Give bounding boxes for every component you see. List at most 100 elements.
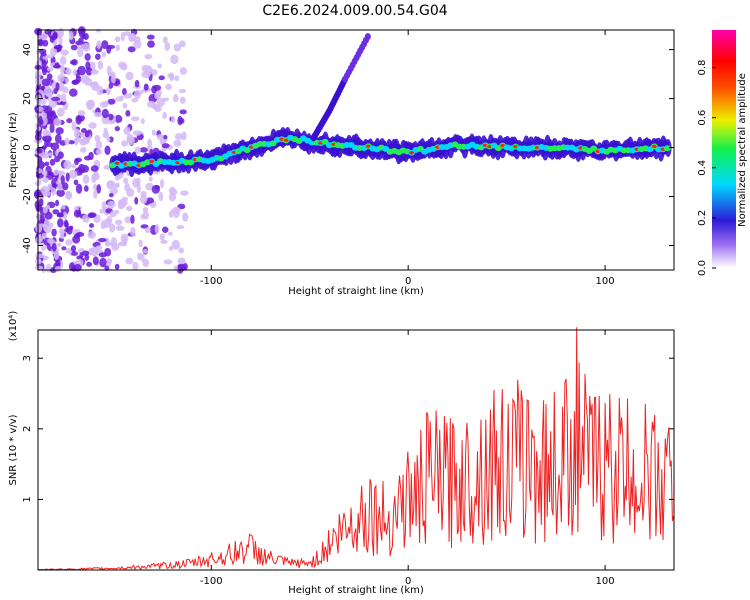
noise-blob: [126, 188, 135, 197]
noise-blob: [84, 53, 91, 61]
noise-blob: [173, 139, 182, 147]
noise-blob: [69, 60, 76, 65]
noise-blob: [79, 252, 84, 258]
noise-blob: [182, 212, 189, 222]
noise-blob: [56, 107, 65, 117]
noise-blob: [126, 133, 134, 143]
noise-blob: [114, 219, 123, 226]
snr-series-line: [37, 327, 675, 571]
noise-blob: [92, 183, 98, 191]
noise-blob: [95, 140, 103, 150]
noise-blob: [41, 59, 47, 69]
y-tick-label: 2: [22, 426, 33, 432]
colorbar-ticks: 0.0 0.2 0.4 0.6 0.8: [697, 60, 716, 276]
noise-blob: [60, 49, 69, 56]
noise-blob: [122, 102, 128, 109]
noise-blob: [53, 117, 62, 127]
noise-blob: [158, 75, 165, 81]
noise-blob: [88, 151, 94, 161]
noise-blob: [62, 182, 69, 191]
noise-blob: [75, 115, 82, 125]
noise-blob: [55, 199, 60, 207]
noise-blob: [42, 145, 47, 150]
noise-blob: [107, 260, 112, 267]
noise-blob: [74, 136, 82, 143]
noise-blob: [93, 189, 98, 199]
noise-blob: [75, 40, 83, 46]
colorbar-gradient: [712, 30, 736, 268]
noise-blob: [181, 131, 187, 141]
noise-blob: [81, 250, 90, 256]
ridge-core: [269, 140, 277, 147]
noise-blob: [144, 65, 153, 76]
noise-blob: [140, 214, 145, 220]
x-tick-label: 0: [405, 576, 411, 587]
noise-blob: [82, 174, 90, 184]
noise-blob: [61, 93, 67, 103]
noise-blob: [133, 89, 141, 100]
noise-blob: [123, 126, 131, 136]
noise-blob: [59, 56, 67, 65]
noise-blob: [94, 134, 101, 142]
noise-blob: [115, 80, 120, 85]
noise-blob: [36, 126, 41, 132]
noise-blob: [34, 265, 44, 271]
noise-blob: [49, 123, 55, 133]
noise-blob: [74, 128, 80, 139]
noise-blob: [98, 237, 107, 243]
noise-blob: [57, 73, 65, 83]
noise-blob: [108, 82, 114, 89]
noise-blob: [71, 164, 77, 169]
y-tick-label: 20: [22, 92, 33, 105]
noise-blob: [114, 126, 121, 132]
noise-blob: [111, 243, 120, 251]
noise-blob: [119, 198, 128, 207]
snr-frame: [37, 329, 675, 571]
noise-blob: [47, 54, 54, 59]
ridge-peak: [283, 138, 289, 142]
noise-blob: [98, 252, 107, 258]
snr-y-label: SNR (10 * v/v): [8, 414, 19, 485]
noise-blob: [35, 94, 42, 104]
noise-blob: [168, 210, 174, 218]
noise-blob: [143, 83, 149, 91]
noise-blob: [170, 54, 179, 65]
noise-blob: [96, 40, 102, 49]
noise-blob: [91, 248, 98, 257]
colorbar-tick-label: 0.6: [697, 110, 708, 126]
noise-blob: [115, 44, 121, 52]
noise-blob: [146, 34, 155, 40]
noise-blob: [159, 178, 165, 189]
ridge-peak: [149, 159, 155, 164]
noise-blob: [167, 231, 173, 236]
noise-blob: [162, 36, 168, 44]
noise-blob: [99, 101, 108, 108]
noise-blob: [43, 225, 52, 234]
noise-blob: [123, 93, 132, 99]
noise-blob: [159, 233, 165, 241]
spectrogram-frame: [37, 29, 675, 271]
snr-panel: -100 0 100 1 2 3 Height of straight line (km…: [8, 311, 675, 596]
x-tick-label: -100: [200, 576, 223, 587]
x-tick-label: -100: [200, 276, 223, 287]
noise-blob: [157, 63, 162, 69]
noise-blob: [60, 64, 65, 75]
noise-blob: [73, 179, 79, 186]
noise-blob: [101, 108, 109, 119]
noise-blob: [75, 183, 83, 194]
noise-blob: [179, 40, 186, 48]
noise-blob: [101, 40, 109, 50]
noise-blob: [163, 259, 173, 265]
noise-blob: [69, 225, 74, 230]
noise-blob: [109, 187, 119, 195]
noise-blob: [62, 211, 68, 220]
noise-blob: [65, 190, 73, 200]
noise-blob: [119, 63, 128, 71]
snr-y-unit: (x10⁴): [8, 311, 19, 342]
noise-blob: [95, 28, 101, 33]
noise-blob: [177, 263, 187, 272]
noise-blob: [123, 177, 129, 184]
noise-blob: [136, 177, 141, 185]
noise-blob: [77, 26, 86, 35]
noise-blob: [122, 31, 131, 37]
